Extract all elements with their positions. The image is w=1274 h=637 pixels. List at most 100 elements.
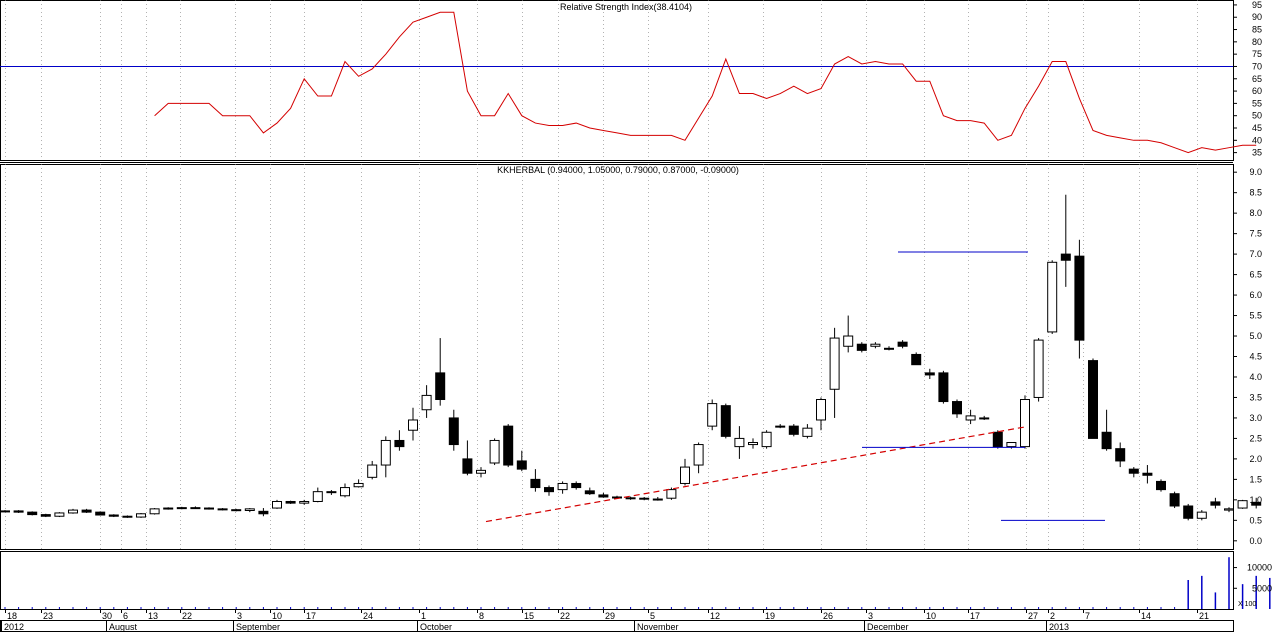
candle-body xyxy=(938,372,949,403)
candle-body xyxy=(720,405,731,437)
rsi-tick-label: 90 xyxy=(1252,12,1262,22)
candle-body xyxy=(258,510,269,515)
candle-body xyxy=(516,460,527,470)
price-tick-label: 2.5 xyxy=(1249,433,1262,443)
candle-body xyxy=(204,507,214,510)
month-label: 2013 xyxy=(1049,622,1069,632)
trend-line xyxy=(485,426,1026,523)
candle-body xyxy=(163,507,174,510)
candle-body xyxy=(884,347,894,350)
day-tick-label: 21 xyxy=(1199,611,1209,621)
candle-body xyxy=(1196,511,1207,519)
price-tick-label: 6.0 xyxy=(1249,290,1262,300)
candle-body xyxy=(816,399,826,421)
candle-body xyxy=(367,464,378,478)
month-label: September xyxy=(236,622,280,632)
rsi-tick-label: 45 xyxy=(1252,123,1262,133)
candle-body xyxy=(598,494,609,498)
candle-body xyxy=(1088,360,1098,439)
candle-body xyxy=(421,394,432,411)
candle-body xyxy=(748,442,758,446)
candle-body xyxy=(40,514,51,517)
candle-body xyxy=(217,508,228,511)
rsi-tick-label: 75 xyxy=(1252,49,1262,59)
day-tick-label: 10 xyxy=(272,611,282,621)
candle-body xyxy=(761,431,772,448)
price-title: KKHERBAL (0.94000, 1.05000, 0.79000, 0.8… xyxy=(497,165,739,175)
candle-body xyxy=(1128,468,1139,474)
rsi-tick-label: 35 xyxy=(1252,148,1262,158)
candle-body xyxy=(149,508,160,515)
day-tick-label: 13 xyxy=(148,611,158,621)
price-tick-label: 7.0 xyxy=(1249,249,1262,259)
rsi-y-axis: 95 90 85 80 75 70 65 60 55 50 45 40 35 xyxy=(1233,0,1262,158)
candle-body xyxy=(856,343,867,351)
candle-body xyxy=(829,337,840,390)
month-label: October xyxy=(420,622,452,632)
rsi-tick-label: 95 xyxy=(1252,0,1262,10)
price-tick-label: 1.5 xyxy=(1249,474,1262,484)
candle-body xyxy=(95,511,106,516)
candle-body xyxy=(81,509,92,513)
candle-body xyxy=(1047,261,1058,333)
month-label: November xyxy=(637,622,679,632)
day-tick-label: 26 xyxy=(823,611,833,621)
price-y-axis: 9.0 8.5 8.0 7.5 7.0 6.5 6.0 5.5 5.0 4.5 4.0 3.5 3.0 2… xyxy=(1233,167,1262,546)
candle-body xyxy=(1142,472,1153,476)
price-tick-label: 6.5 xyxy=(1249,270,1262,280)
candle-body xyxy=(530,478,541,489)
candle-body xyxy=(13,510,24,513)
candle-body xyxy=(1156,480,1166,491)
day-tick-label: 22 xyxy=(182,611,192,621)
candle-body xyxy=(1115,448,1126,462)
day-tick-label: 23 xyxy=(43,611,53,621)
candle-body xyxy=(285,500,296,504)
candle-body xyxy=(775,425,786,428)
candle-body xyxy=(1169,493,1180,507)
candle-body xyxy=(1210,501,1221,506)
candle-body xyxy=(680,466,690,484)
candle-body xyxy=(1006,442,1017,448)
day-tick-label: 3 xyxy=(868,611,873,621)
candle-body xyxy=(176,507,187,510)
candle-body xyxy=(326,491,337,494)
day-tick-label: 14 xyxy=(1141,611,1151,621)
candle-body xyxy=(571,482,582,489)
candle-body xyxy=(231,509,242,512)
day-tick-label: 29 xyxy=(605,611,615,621)
day-tick-label: 8 xyxy=(479,611,484,621)
month-label: December xyxy=(867,622,909,632)
candle-body xyxy=(652,498,663,501)
candle-body xyxy=(27,511,38,516)
price-tick-label: 3.5 xyxy=(1249,392,1262,402)
price-tick-label: 4.0 xyxy=(1249,372,1262,382)
day-tick-label: 7 xyxy=(1085,611,1090,621)
candle-body xyxy=(952,401,962,415)
rsi-tick-label: 80 xyxy=(1252,37,1262,47)
volume-bars xyxy=(4,557,1271,609)
volume-unit-label: X 100 xyxy=(1238,601,1256,608)
candle-body xyxy=(625,497,636,500)
rsi-tick-label: 55 xyxy=(1252,98,1262,108)
day-tick-label: 30 xyxy=(102,611,112,621)
day-tick-label: 15 xyxy=(524,611,534,621)
candle-body xyxy=(992,431,1003,448)
rsi-title: Relative Strength Index(38.4104) xyxy=(560,2,692,12)
candle-body xyxy=(639,497,650,500)
day-tick-label: 17 xyxy=(306,611,316,621)
candle-body xyxy=(584,490,595,495)
volume-tick-label: 5000 xyxy=(1252,583,1272,593)
candle-body xyxy=(897,341,908,347)
volume-panel-border xyxy=(0,551,1234,610)
candle-body xyxy=(870,343,881,347)
price-tick-label: 8.0 xyxy=(1249,208,1262,218)
candle-body xyxy=(557,482,568,491)
candle-body xyxy=(911,353,922,366)
candle-body xyxy=(802,427,813,437)
day-tick-label: 18 xyxy=(7,611,17,621)
candle-body xyxy=(489,439,500,464)
candle-body xyxy=(1224,508,1234,511)
rsi-tick-label: 85 xyxy=(1252,25,1262,35)
candle-body xyxy=(190,507,201,510)
price-tick-label: 7.5 xyxy=(1249,229,1262,239)
